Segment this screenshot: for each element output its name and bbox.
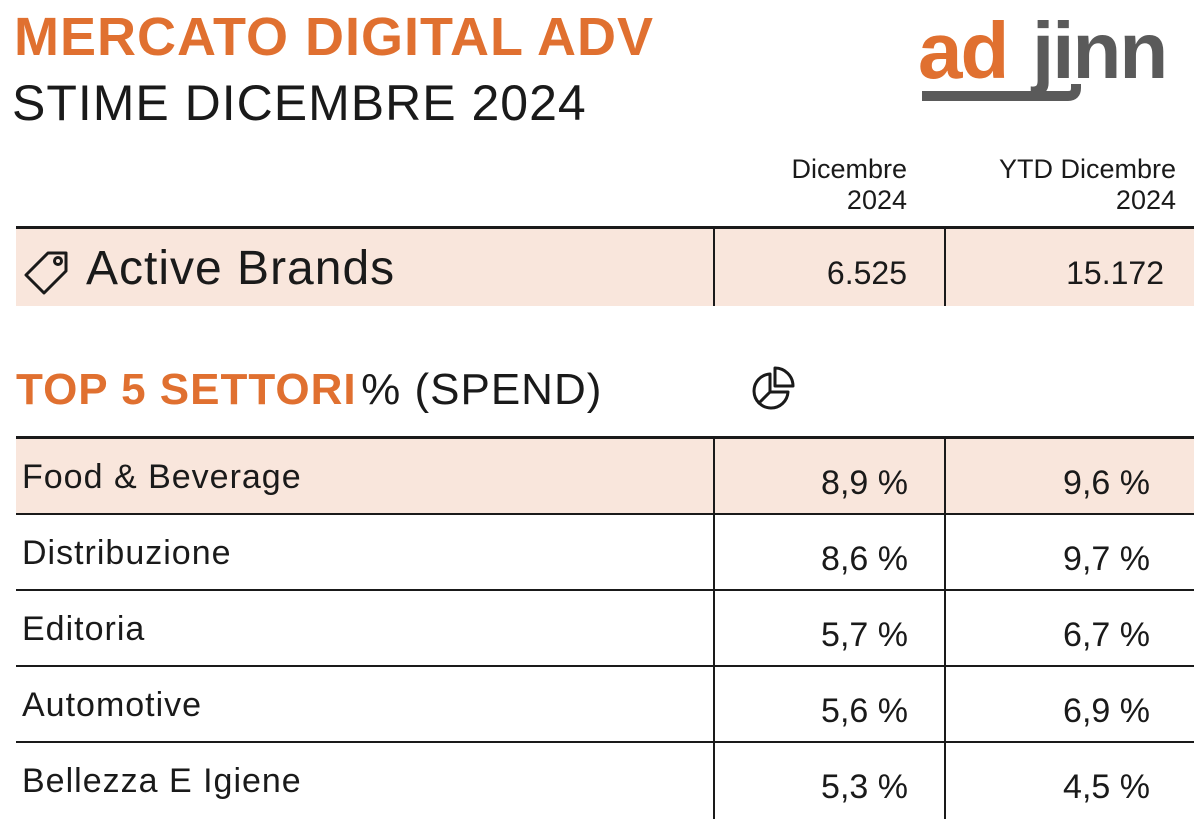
sector-ytd-value: 9,7 % — [1063, 540, 1150, 578]
table-row: Food & Beverage 8,9 % 9,6 % — [16, 439, 1194, 515]
sectors-table: Food & Beverage 8,9 % 9,6 % Distribuzion… — [16, 436, 1194, 819]
table-row: Editoria 5,7 % 6,7 % — [16, 591, 1194, 667]
divider — [713, 515, 715, 589]
divider — [713, 743, 715, 819]
sector-ytd-value: 6,9 % — [1063, 692, 1150, 730]
divider — [713, 591, 715, 665]
sector-dicembre-value: 5,6 % — [821, 692, 908, 730]
sector-name: Editoria — [22, 610, 146, 648]
divider — [713, 439, 715, 513]
sector-dicembre-value: 8,6 % — [821, 540, 908, 578]
tag-icon — [24, 251, 68, 295]
logo-text-gray: jinn — [1030, 12, 1166, 95]
table-row: Bellezza E Igiene 5,3 % 4,5 % — [16, 743, 1194, 819]
divider — [944, 439, 946, 513]
sector-name: Automotive — [22, 686, 203, 724]
page-title: MERCATO DIGITAL ADV — [14, 7, 654, 67]
adjinn-logo: ad jinn — [918, 12, 1168, 101]
sector-name: Distribuzione — [22, 534, 232, 572]
active-brands-dicembre-value: 6.525 — [826, 255, 907, 291]
section-title: TOP 5 SETTORI % (SPEND) — [16, 362, 602, 428]
active-brands-row: Active Brands 6.525 15.172 — [16, 226, 1194, 306]
column-header-dicembre: Dicembre 2024 — [791, 154, 907, 215]
divider — [713, 667, 715, 741]
sector-name: Food & Beverage — [22, 458, 302, 496]
divider — [944, 515, 946, 589]
sector-dicembre-value: 5,7 % — [821, 616, 908, 654]
sector-ytd-value: 6,7 % — [1063, 616, 1150, 654]
active-brands-ytd-value: 15.172 — [1066, 255, 1164, 291]
divider — [944, 667, 946, 741]
logo-underline-shape — [922, 84, 1081, 101]
table-row: Distribuzione 8,6 % 9,7 % — [16, 515, 1194, 591]
sector-dicembre-value: 5,3 % — [821, 768, 908, 806]
section-title-rest: % (SPEND) — [361, 365, 603, 414]
page-subtitle: STIME DICEMBRE 2024 — [12, 75, 587, 131]
sector-name: Bellezza E Igiene — [22, 762, 302, 800]
sector-dicembre-value: 8,9 % — [821, 464, 908, 502]
divider — [713, 229, 715, 306]
divider — [944, 229, 946, 306]
pie-chart-icon — [752, 366, 795, 410]
logo-text-orange: ad — [918, 12, 1007, 95]
table-row: Automotive 5,6 % 6,9 % — [16, 667, 1194, 743]
active-brands-label: Active Brands — [86, 242, 396, 295]
divider — [944, 743, 946, 819]
section-title-strong: TOP 5 SETTORI — [16, 365, 357, 414]
sector-ytd-value: 4,5 % — [1063, 768, 1150, 806]
column-header-ytd: YTD Dicembre 2024 — [998, 154, 1176, 215]
divider — [944, 591, 946, 665]
sector-ytd-value: 9,6 % — [1063, 464, 1150, 502]
